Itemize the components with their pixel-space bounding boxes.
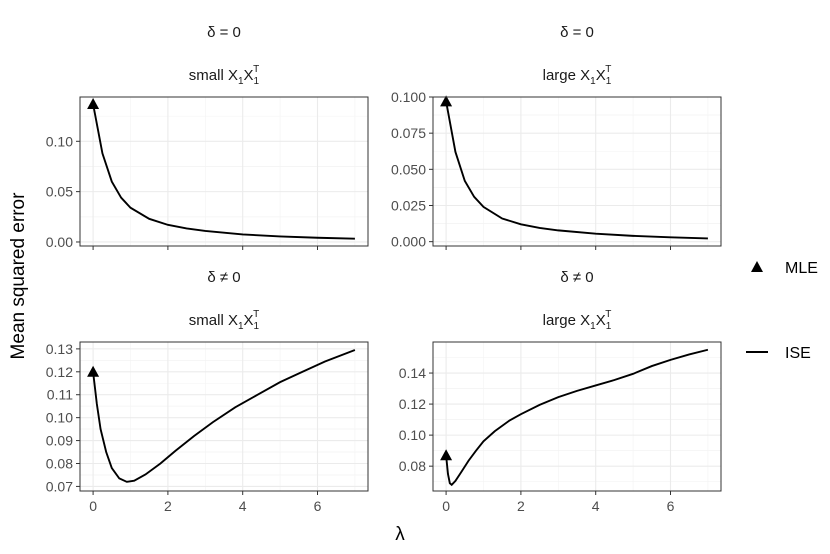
y-tick-label: 0.10 [46, 133, 73, 149]
y-tick-label: 0.000 [391, 234, 426, 250]
x-tick-label: 0 [442, 498, 450, 514]
y-tick-label: 0.025 [391, 197, 426, 213]
y-axis-title: Mean squared error [8, 192, 29, 360]
legend-mle-marker [751, 261, 763, 272]
x-tick-label: 4 [592, 498, 600, 514]
strip-subtitle: large X1X1T [543, 309, 612, 332]
panel-background [80, 342, 368, 491]
x-tick-label: 2 [164, 498, 172, 514]
panel-border [79, 341, 369, 492]
x-tick-label: 2 [517, 498, 525, 514]
series-line-ise [92, 349, 356, 483]
panel-border [79, 96, 369, 247]
mle-point [87, 98, 100, 110]
y-tick-label: 0.09 [46, 433, 73, 449]
y-tick-label: 0.07 [46, 478, 73, 494]
panels: δ = 0 small X1X1T 0.00 0.05 0.10 δ = 0 large X… [46, 24, 722, 514]
y-tick-label: 0.14 [399, 365, 426, 381]
panel-background [80, 97, 368, 246]
panel-2: δ = 0 large X1X1T 0.000 0.025 0.050 0.075 0.10… [391, 24, 722, 250]
y-tick-label: 0.10 [399, 427, 426, 443]
panel-border [432, 341, 722, 492]
mle-point [87, 365, 100, 377]
y-tick-label: 0.00 [46, 234, 73, 250]
x-tick-label: 6 [667, 498, 675, 514]
series-line-ise [92, 103, 355, 240]
y-tick-label: 0.05 [46, 184, 73, 200]
strip-subtitle: small X1X1T [189, 309, 260, 332]
series-line-ise [445, 348, 709, 487]
y-tick-label: 0.10 [46, 410, 73, 426]
x-tick-label: 6 [314, 498, 322, 514]
y-tick-label: 0.08 [46, 455, 73, 471]
panel-background [433, 97, 721, 246]
panel-1: δ = 0 small X1X1T 0.00 0.05 0.10 [46, 24, 369, 250]
x-tick-label: 0 [89, 498, 97, 514]
y-tick-label: 0.100 [391, 89, 426, 105]
legend-ise-label: ISE [785, 345, 811, 362]
panel-4: δ ≠ 0 large X1X1T 0.08 0.10 0.12 0.14 0 2 4 6 [399, 269, 722, 514]
legend: MLE ISE [746, 260, 818, 362]
y-tick-label: 0.11 [47, 387, 73, 403]
y-tick-label: 0.08 [399, 458, 426, 474]
panel-background [433, 342, 721, 491]
y-tick-label: 0.12 [46, 364, 73, 380]
y-tick-label: 0.13 [46, 341, 73, 357]
mle-point [440, 95, 453, 107]
series-line-ise [445, 101, 708, 240]
x-tick-label: 4 [239, 498, 247, 514]
y-tick-label: 0.075 [391, 125, 426, 141]
x-axis-title: λ [395, 524, 405, 545]
panel-border [432, 96, 722, 247]
y-tick-label: 0.12 [399, 396, 426, 412]
strip-subtitle: large X1X1T [543, 64, 612, 87]
legend-mle-label: MLE [785, 260, 818, 277]
strip-row-label: δ = 0 [560, 24, 594, 41]
panel-3: δ ≠ 0 small X1X1T 0.07 0.08 0.09 0.10 0.11 0.12… [46, 269, 369, 514]
strip-subtitle: small X1X1T [189, 64, 260, 87]
strip-row-label: δ ≠ 0 [560, 269, 593, 286]
strip-row-label: δ ≠ 0 [207, 269, 240, 286]
mle-point [440, 449, 453, 461]
strip-row-label: δ = 0 [207, 24, 241, 41]
y-tick-label: 0.050 [391, 161, 426, 177]
